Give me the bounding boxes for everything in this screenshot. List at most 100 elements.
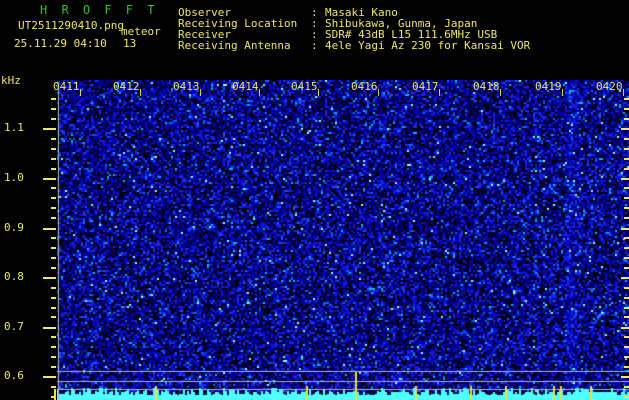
- time-label: 0416: [351, 80, 378, 93]
- freq-minor-tick-right: [624, 247, 629, 249]
- freq-minor-tick-right: [624, 267, 629, 269]
- minute-tick: [500, 89, 501, 96]
- freq-minor-tick-right: [624, 148, 629, 150]
- freq-label: 0.6: [4, 369, 24, 382]
- freq-minor-tick-left: [51, 307, 56, 309]
- freq-minor-tick-left: [51, 396, 56, 398]
- freq-minor-tick-right: [624, 138, 629, 140]
- freq-label: 1.1: [4, 121, 24, 134]
- freq-minor-tick-left: [51, 158, 56, 160]
- minute-tick: [80, 89, 81, 96]
- freq-minor-tick-right: [624, 257, 629, 259]
- freq-minor-tick-right: [624, 237, 629, 239]
- freq-minor-tick-left: [51, 257, 56, 259]
- minute-tick: [259, 89, 260, 96]
- freq-label: 0.9: [4, 221, 24, 234]
- freq-minor-tick-right: [624, 217, 629, 219]
- freq-minor-tick-left: [51, 217, 56, 219]
- freq-minor-tick-right: [624, 108, 629, 110]
- freq-minor-tick-right: [624, 316, 629, 318]
- minute-tick: [140, 89, 141, 96]
- spectrogram-canvas: [57, 80, 629, 400]
- freq-major-tick-left: [43, 178, 56, 180]
- time-label: 0414: [232, 80, 259, 93]
- info-value-receiver: SDR# 43dB L15 111.6MHz USB: [325, 28, 498, 41]
- minute-tick: [562, 89, 563, 96]
- freq-minor-tick-right: [624, 98, 629, 100]
- freq-minor-tick-right: [624, 197, 629, 199]
- time-label: 0412: [113, 80, 140, 93]
- info-colon: :: [311, 17, 318, 30]
- freq-major-tick-left: [43, 327, 56, 329]
- info-label-location: Receiving Location: [178, 17, 298, 30]
- app-title: H R O F F T: [40, 3, 158, 17]
- freq-minor-tick-left: [51, 138, 56, 140]
- freq-minor-tick-right: [624, 287, 629, 289]
- minute-tick: [200, 89, 201, 96]
- time-label: 0420: [596, 80, 623, 93]
- freq-minor-tick-right: [624, 307, 629, 309]
- freq-major-tick-right: [621, 128, 629, 130]
- freq-major-tick-right: [621, 376, 629, 378]
- freq-minor-tick-right: [624, 297, 629, 299]
- freq-major-tick-left: [43, 228, 56, 230]
- freq-minor-tick-left: [51, 287, 56, 289]
- freq-label: 0.8: [4, 270, 24, 283]
- freq-minor-tick-left: [51, 316, 56, 318]
- freq-minor-tick-right: [624, 187, 629, 189]
- info-colon: :: [311, 6, 318, 19]
- freq-major-tick-right: [621, 228, 629, 230]
- freq-minor-tick-left: [51, 247, 56, 249]
- output-filename: UT2511290410.png: [18, 19, 124, 32]
- freq-minor-tick-right: [624, 366, 629, 368]
- freq-label: 0.7: [4, 320, 24, 333]
- minute-tick: [318, 89, 319, 96]
- freq-minor-tick-left: [51, 98, 56, 100]
- freq-minor-tick-left: [51, 386, 56, 388]
- info-colon: :: [311, 28, 318, 41]
- minute-tick: [623, 89, 624, 96]
- freq-axis-unit: kHz: [1, 74, 21, 87]
- freq-minor-tick-right: [624, 207, 629, 209]
- freq-major-tick-right: [621, 178, 629, 180]
- freq-minor-tick-right: [624, 118, 629, 120]
- signal-strip-left-tick: [54, 389, 56, 400]
- freq-minor-tick-right: [624, 396, 629, 398]
- freq-minor-tick-left: [51, 297, 56, 299]
- freq-minor-tick-left: [51, 336, 56, 338]
- time-label: 0413: [173, 80, 200, 93]
- freq-major-tick-left: [43, 376, 56, 378]
- freq-minor-tick-right: [624, 346, 629, 348]
- freq-minor-tick-left: [51, 237, 56, 239]
- minute-tick: [439, 89, 440, 96]
- minute-tick: [378, 89, 379, 96]
- info-colon: :: [311, 39, 318, 52]
- freq-minor-tick-left: [51, 356, 56, 358]
- freq-minor-tick-left: [51, 118, 56, 120]
- time-label: 0415: [291, 80, 318, 93]
- freq-major-tick-right: [621, 277, 629, 279]
- info-label-antenna: Receiving Antenna: [178, 39, 291, 52]
- observation-datetime: 25.11.29 04:10: [14, 37, 107, 50]
- freq-minor-tick-left: [51, 207, 56, 209]
- freq-minor-tick-right: [624, 336, 629, 338]
- station-name: meteor: [121, 25, 161, 38]
- freq-minor-tick-left: [51, 108, 56, 110]
- time-label: 0417: [412, 80, 439, 93]
- info-value-location: Shibukawa, Gunma, Japan: [325, 17, 478, 30]
- freq-major-tick-left: [43, 277, 56, 279]
- freq-minor-tick-left: [51, 168, 56, 170]
- info-value-antenna: 4ele Yagi Az 230 for Kansai VOR: [325, 39, 531, 52]
- freq-minor-tick-left: [51, 187, 56, 189]
- freq-major-tick-right: [621, 327, 629, 329]
- info-label-observer: Observer: [178, 6, 231, 19]
- freq-minor-tick-right: [624, 168, 629, 170]
- freq-major-tick-left: [43, 128, 56, 130]
- freq-label: 1.0: [4, 171, 24, 184]
- freq-minor-tick-right: [624, 158, 629, 160]
- time-label: 0419: [535, 80, 562, 93]
- freq-minor-tick-left: [51, 148, 56, 150]
- info-value-observer: Masaki Kano: [325, 6, 398, 19]
- info-label-receiver: Receiver: [178, 28, 231, 41]
